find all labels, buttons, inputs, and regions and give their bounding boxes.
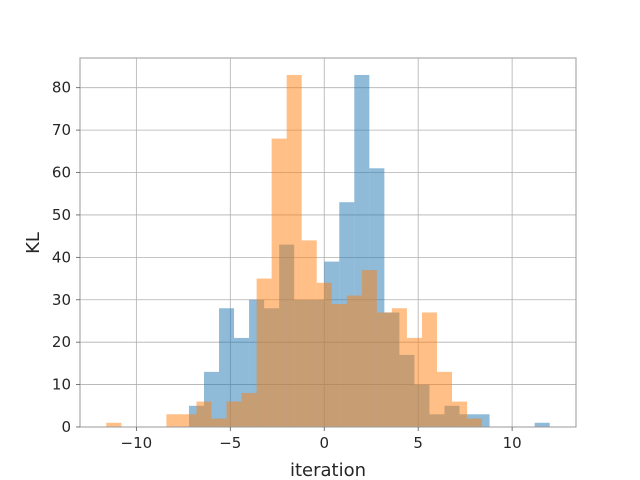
- histogram-bar-series-2: [421, 312, 437, 427]
- histogram-bar-series-2: [256, 278, 272, 427]
- ticks: −10 −5 0 5 10 0 10 20 30 40 50 60 70 80: [52, 79, 522, 452]
- histogram-bar-series-2: [452, 401, 468, 427]
- y-tick-label: 70: [52, 121, 71, 139]
- histogram-bar-series-2: [436, 371, 452, 427]
- histogram-bar-series-2: [226, 401, 242, 427]
- histogram-bar-series-1: [219, 308, 235, 427]
- histogram-bar-series-2: [331, 304, 347, 427]
- histogram-bar-series-2: [376, 312, 392, 427]
- y-tick-label: 40: [52, 248, 71, 266]
- x-tick-label: 5: [413, 434, 423, 452]
- histogram-bar-series-2: [286, 74, 302, 427]
- histogram-bar-series-2: [196, 401, 212, 427]
- histogram-bar-series-2: [106, 422, 122, 427]
- histogram-bar-series-2: [467, 418, 483, 427]
- x-tick-label: −10: [121, 434, 153, 452]
- y-tick-label: 0: [61, 418, 71, 436]
- histogram-bar-series-2: [166, 414, 182, 427]
- histogram-bar-series-2: [211, 418, 227, 427]
- bars: [106, 74, 550, 427]
- y-tick-label: 10: [52, 376, 71, 394]
- histogram-bar-series-2: [181, 414, 197, 427]
- y-tick-label: 50: [52, 206, 71, 224]
- y-tick-label: 80: [52, 79, 71, 97]
- y-tick-label: 30: [52, 291, 71, 309]
- x-tick-label: −5: [219, 434, 241, 452]
- histogram-bar-series-1: [534, 422, 550, 427]
- x-tick-label: 0: [319, 434, 329, 452]
- histogram-bar-series-2: [346, 295, 362, 427]
- histogram-bar-series-2: [361, 270, 377, 427]
- histogram-bar-series-2: [301, 240, 317, 427]
- histogram-bar-series-2: [271, 138, 287, 427]
- histogram-bar-series-2: [406, 337, 422, 427]
- plot-frame: [79, 57, 577, 428]
- histogram-bar-series-2: [316, 282, 332, 427]
- x-axis-label: iteration: [290, 460, 366, 480]
- histogram-bar-series-2: [391, 308, 407, 427]
- y-tick-label: 60: [52, 164, 71, 182]
- x-tick-label: 10: [503, 434, 522, 452]
- y-tick-label: 20: [52, 333, 71, 351]
- y-axis-label: KL: [23, 232, 44, 254]
- histogram-bar-series-2: [241, 393, 257, 427]
